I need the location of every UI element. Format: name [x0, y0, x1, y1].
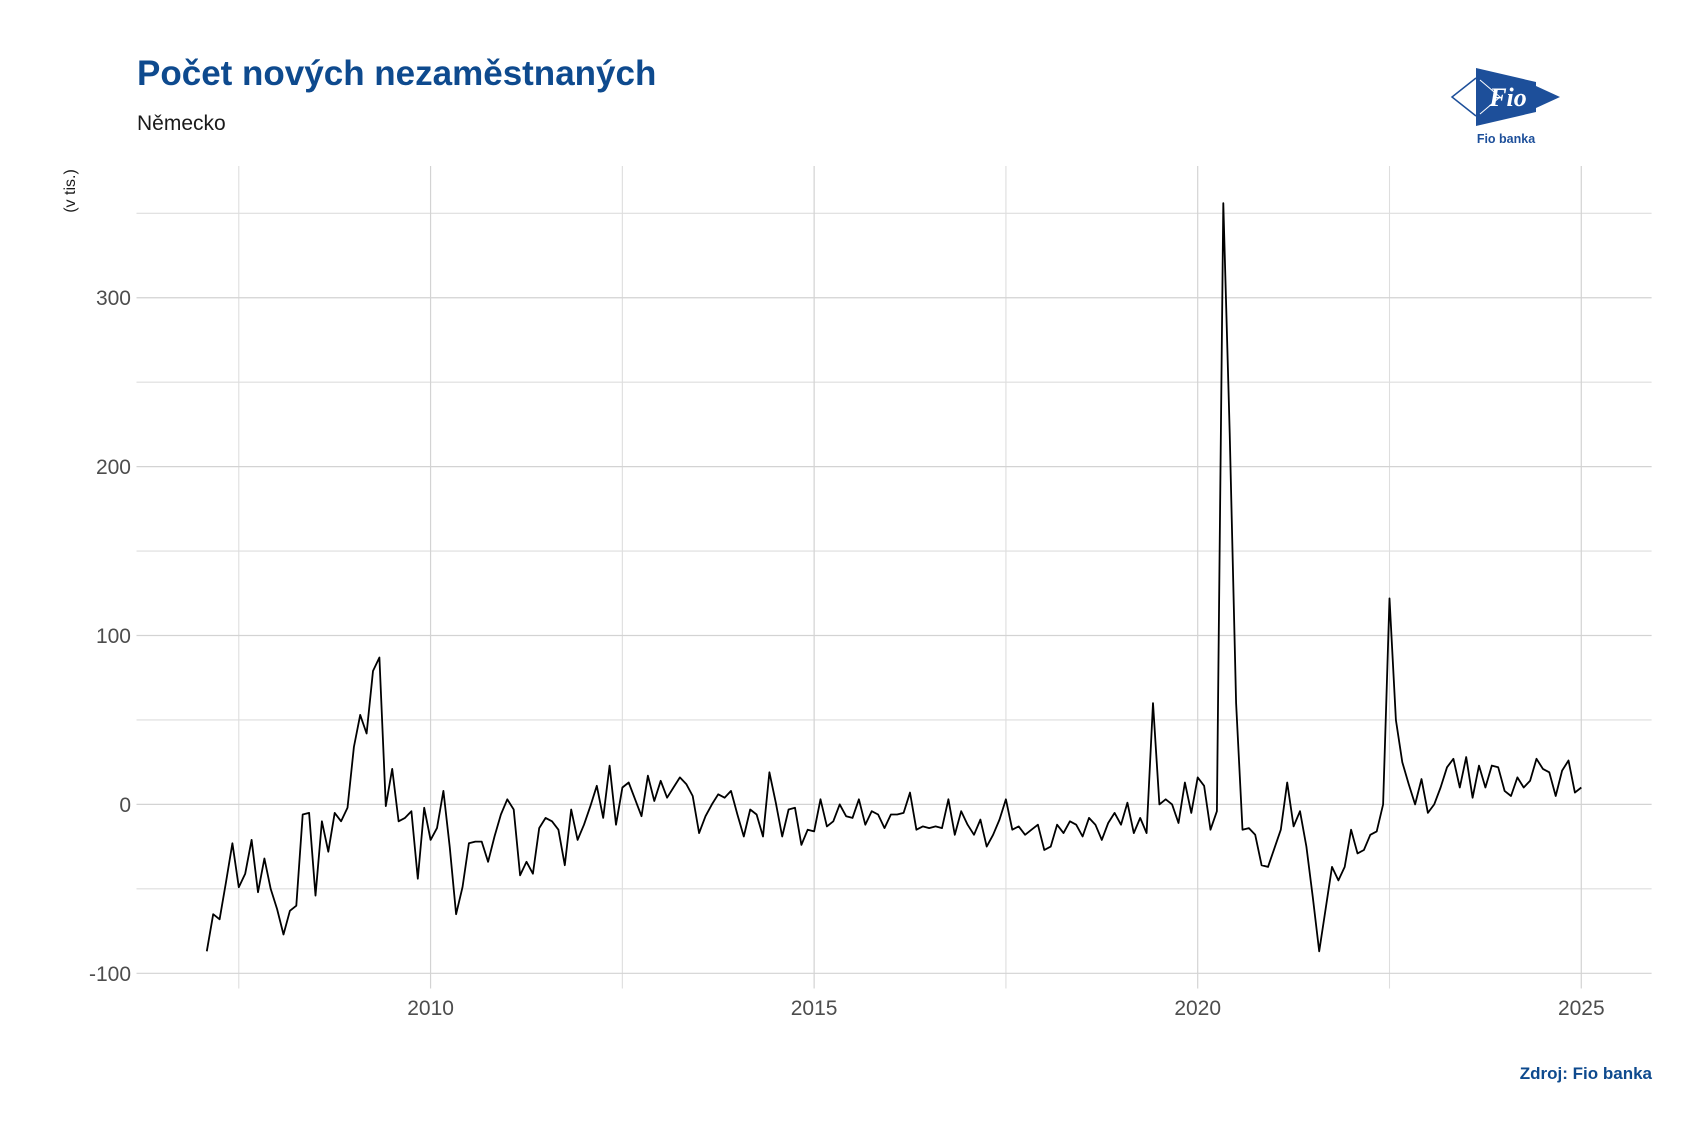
fio-banka-logo: Fio Fio banka	[1450, 68, 1560, 146]
axis-labels: -100 0 100 200 300 2010 2015 2020 2025	[89, 287, 1605, 1020]
logo-arrow-lines	[1450, 77, 1477, 117]
chart-title: Počet nových nezaměstnaných	[137, 54, 657, 93]
y-axis-title: (v tis.)	[62, 169, 79, 213]
y-tick-label: 0	[119, 794, 131, 817]
series-line	[205, 202, 1582, 953]
grid	[136, 166, 1652, 989]
source-note: Zdroj: Fio banka	[1519, 1064, 1652, 1083]
x-tick-label: 2025	[1558, 997, 1605, 1020]
logo-flag-body	[1476, 68, 1536, 126]
logo-mark: Fio	[1488, 83, 1527, 112]
y-tick-label: 200	[96, 456, 131, 479]
x-tick-label: 2010	[407, 997, 454, 1020]
y-tick-label: 100	[96, 625, 131, 648]
x-tick-label: 2020	[1174, 997, 1221, 1020]
logo-flag-tip	[1536, 86, 1560, 108]
logo-name: Fio banka	[1477, 132, 1536, 146]
chart-subtitle: Německo	[137, 112, 226, 135]
y-tick-label: 300	[96, 287, 131, 310]
y-tick-label: -100	[89, 963, 131, 986]
series	[205, 202, 1582, 953]
x-tick-label: 2015	[791, 997, 838, 1020]
logo-inner-lines	[1479, 79, 1501, 115]
